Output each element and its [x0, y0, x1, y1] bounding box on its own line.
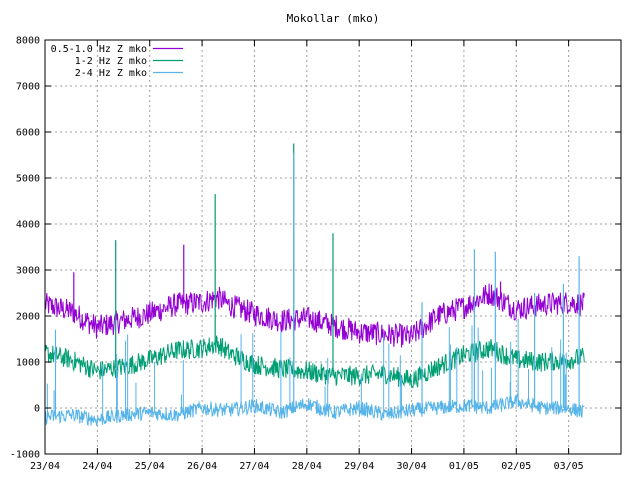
- legend-label: 0.5-1.0 Hz Z mko: [51, 44, 147, 55]
- x-tick-label: 29/04: [344, 461, 374, 472]
- x-tick-label: 27/04: [239, 461, 269, 472]
- plot-frame: [44, 39, 622, 455]
- x-tick-label: 24/04: [82, 461, 112, 472]
- x-tick-label: 25/04: [135, 461, 165, 472]
- y-tick-label: 1000: [16, 358, 40, 369]
- x-tick-label: 02/05: [501, 461, 531, 472]
- y-tick-label: 2000: [16, 312, 40, 323]
- legend-label: 2-4 Hz Z mko: [75, 68, 147, 79]
- x-tick-label: 01/05: [449, 461, 479, 472]
- y-tick-label: 5000: [16, 174, 40, 185]
- legend-label: 1-2 Hz Z mko: [75, 56, 147, 67]
- y-tick-label: 4000: [16, 220, 40, 231]
- x-tick-label: 28/04: [292, 461, 322, 472]
- x-axis: 23/04 24/04 25/04 26/04 27/04 28/04 29/04 30/04…: [30, 40, 584, 472]
- y-axis: -1000 0 1000 2000 3000 4000 5000 6000 7000 8000: [10, 36, 621, 461]
- series-line: [44, 335, 585, 389]
- y-tick-label: -1000: [10, 450, 40, 461]
- y-tick-label: 0: [34, 404, 40, 415]
- y-tick-label: 3000: [16, 266, 40, 277]
- y-tick-label: 6000: [16, 128, 40, 139]
- x-tick-label: 26/04: [187, 461, 217, 472]
- series-line: [44, 393, 585, 427]
- series-layer: [44, 143, 585, 427]
- x-tick-label: 03/05: [554, 461, 584, 472]
- y-tick-label: 7000: [16, 82, 40, 93]
- y-tick-label: 8000: [16, 36, 40, 47]
- x-tick-label: 30/04: [396, 461, 426, 472]
- chart-title: Mokollar (mko): [287, 12, 380, 25]
- series-line: [44, 283, 585, 348]
- x-tick-label: 23/04: [30, 461, 60, 472]
